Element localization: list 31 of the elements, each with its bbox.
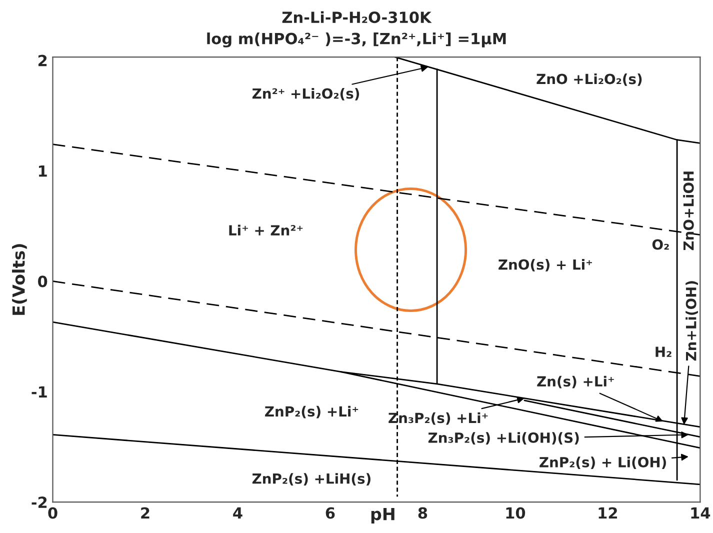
x-tick-label: 8 [418,507,428,519]
y-tick-label: 1 [38,165,47,177]
chart-subtitle: log m(HPO₄²⁻ )=-3, [Zn²⁺,Li⁺] =1μM [207,32,506,48]
annotation: H₂ [656,346,672,357]
annotation: ZnO+LiOH [683,172,694,250]
annotation: Zn₃P₂(s) +Li⁺ [388,412,488,425]
x-tick-label: 2 [141,507,150,519]
annotation: Li⁺ + Zn²⁺ [229,224,303,236]
chart-title: Zn-Li-P-H₂O-310K [282,11,432,24]
annotation: ZnP₂(s) + Li(OH) [540,456,666,470]
x-tick-label: 6 [326,507,335,519]
x-tick-label: 0 [48,507,58,519]
x-tick-label: 10 [506,507,526,519]
annotation: O₂ [652,239,669,250]
y-tick-label: 0 [38,276,48,288]
annotation: Zn₃P₂(s) +Li(OH)(S) [428,432,579,445]
x-tick-label: 12 [598,507,617,519]
y-tick-label: 2 [38,54,47,66]
y-axis-title: E(Volts) [12,244,27,315]
annotation: Zn²⁺ +Li₂O₂(s) [252,88,360,100]
annotation: ZnO +Li₂O₂(s) [536,73,642,86]
x-tick-label: 4 [233,507,242,519]
x-tick-label: 14 [691,507,710,519]
y-tick-label: -1 [32,386,47,398]
annotation: Zn+Li(OH) [686,281,698,361]
annotation: ZnP₂(s) +Li⁺ [265,406,358,418]
annotation: ZnO(s) + Li⁺ [498,259,592,272]
annotation: Zn(s) +Li⁺ [537,376,614,388]
x-axis-title: pH [371,508,394,524]
annotation: ZnP₂(s) +LiH(s) [252,473,370,486]
y-tick-label: -2 [32,496,47,508]
